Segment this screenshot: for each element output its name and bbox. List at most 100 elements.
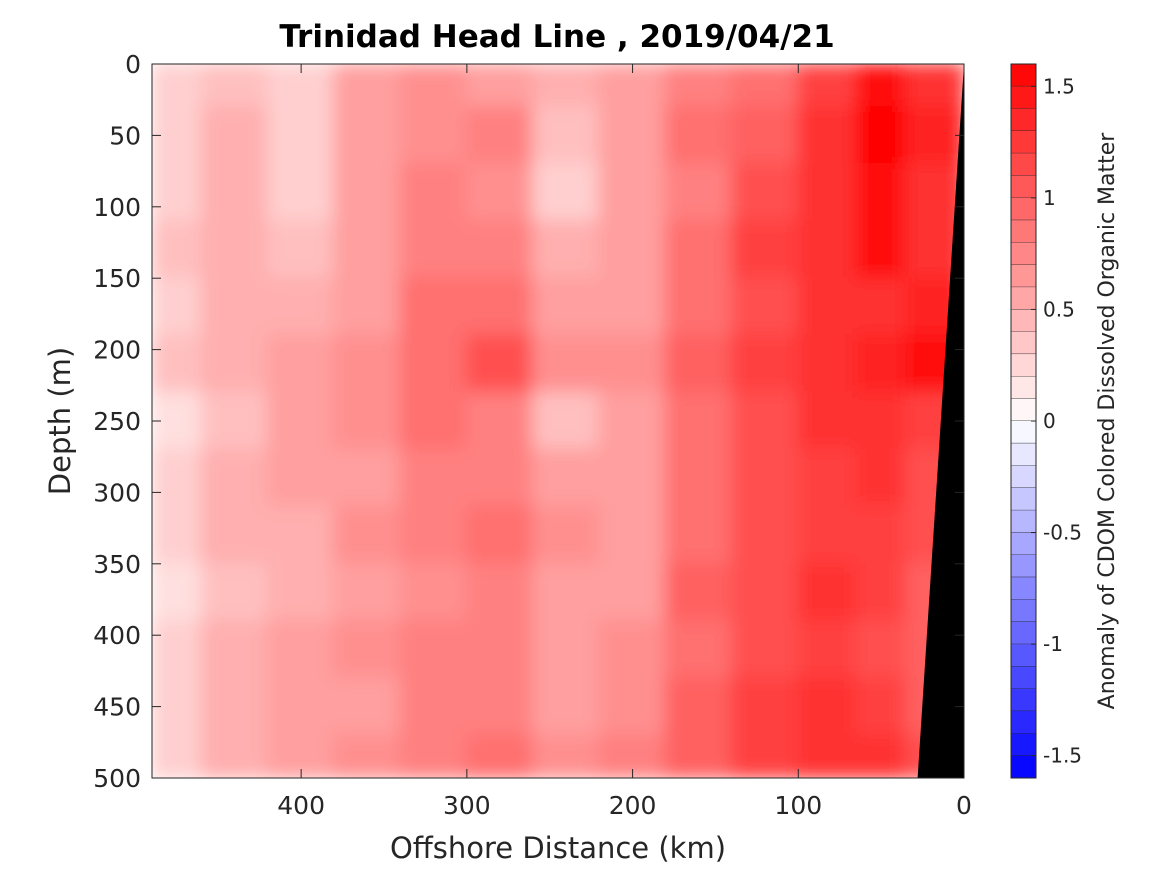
heatmap-cell: [465, 162, 535, 223]
heatmap-cell: [664, 734, 733, 778]
heatmap-cell: [465, 277, 535, 337]
heatmap-cell: [200, 334, 269, 394]
heatmap-cell: [465, 105, 535, 165]
heatmap-cell: [598, 277, 667, 337]
heatmap-cell: [399, 448, 468, 508]
heatmap-cell: [532, 448, 601, 508]
heatmap-cell: [399, 64, 468, 108]
heatmap-cell: [797, 562, 858, 622]
heatmap-cell: [465, 448, 535, 508]
colorbar-segment: [1011, 398, 1036, 422]
heatmap-cell: [731, 391, 800, 451]
heatmap-cell: [532, 505, 601, 565]
heatmap-cell: [465, 505, 535, 565]
heatmap-cell: [333, 505, 402, 565]
heatmap-cell: [267, 562, 336, 622]
heatmap-cell: [333, 677, 402, 737]
heatmap-cell: [152, 334, 203, 394]
heatmap-cell: [797, 162, 858, 223]
heatmap-cell: [598, 677, 667, 737]
heatmap-cell: [267, 277, 336, 337]
heatmap-cell: [797, 64, 858, 108]
heatmap-cell: [465, 334, 535, 394]
heatmap-cell: [598, 105, 667, 165]
colorbar-tick-label: 1: [1043, 186, 1056, 210]
heatmap-cell: [598, 505, 667, 565]
heatmap-cell: [532, 734, 601, 778]
heatmap-cell: [399, 505, 468, 565]
heatmap-cell: [731, 162, 800, 223]
colorbar-segment: [1011, 309, 1036, 333]
y-tick-label: 0: [125, 50, 141, 79]
heatmap-cell: [664, 619, 733, 680]
heatmap-cell: [333, 619, 402, 680]
heatmap-cell: [905, 162, 964, 223]
chart-title: Trinidad Head Line , 2019/04/21: [279, 19, 834, 55]
heatmap-cell: [797, 334, 858, 394]
heatmap-cell: [200, 448, 269, 508]
heatmap-cell: [465, 677, 535, 737]
heatmap-cell: [664, 562, 733, 622]
colorbar-segment: [1011, 331, 1036, 355]
heatmap-cell: [731, 562, 800, 622]
colorbar-segment: [1011, 532, 1036, 556]
heatmap-cell: [333, 220, 402, 280]
heatmap-cell: [905, 105, 964, 165]
colorbar-segment: [1011, 376, 1036, 400]
colorbar-segment: [1011, 354, 1036, 377]
heatmap-cell: [532, 391, 601, 451]
colorbar-segment: [1011, 287, 1036, 310]
heatmap-field: [152, 64, 964, 778]
colorbar-segment: [1011, 711, 1036, 734]
heatmap-cell: [797, 505, 858, 565]
heatmap-cell: [200, 619, 269, 680]
heatmap-cell: [731, 334, 800, 394]
heatmap-cell: [333, 448, 402, 508]
colorbar-segment: [1011, 108, 1036, 132]
x-tick-label: 400: [277, 791, 325, 820]
x-tick-label: 100: [774, 791, 822, 820]
heatmap-cell: [731, 448, 800, 508]
y-tick-label: 50: [109, 121, 141, 150]
heatmap-cell: [333, 105, 402, 165]
bathymetry-mask: [917, 64, 964, 778]
colorbar-segment: [1011, 688, 1036, 712]
heatmap-cell: [855, 734, 907, 778]
colorbar-tick-label: -1.5: [1043, 744, 1082, 768]
y-axis-label: Depth (m): [43, 347, 77, 495]
heatmap-cell: [267, 105, 336, 165]
x-tick-label: 300: [443, 791, 491, 820]
heatmap-cell: [532, 619, 601, 680]
y-tick-label: 200: [93, 336, 141, 365]
heatmap-cell: [465, 220, 535, 280]
colorbar-segment: [1011, 577, 1036, 600]
heatmap-cell: [267, 619, 336, 680]
heatmap-cell: [731, 277, 800, 337]
heatmap-cell: [855, 562, 907, 622]
heatmap-cell: [267, 391, 336, 451]
colorbar-segment: [1011, 644, 1036, 667]
heatmap-cell: [855, 334, 907, 394]
heatmap-cell: [200, 562, 269, 622]
heatmap-cell: [532, 64, 601, 108]
colorbar-segment: [1011, 242, 1036, 266]
heatmap-cell: [664, 677, 733, 737]
heatmap-cell: [399, 220, 468, 280]
colorbar-segment: [1011, 510, 1036, 534]
heatmap-cell: [532, 277, 601, 337]
heatmap-cell: [664, 391, 733, 451]
colorbar-segment: [1011, 621, 1036, 645]
x-axis: 400 300 200 100 0: [277, 64, 972, 820]
heatmap-cell: [465, 619, 535, 680]
colorbar-tick-label: -1: [1043, 632, 1063, 656]
heatmap-cell: [797, 277, 858, 337]
colorbar-segment: [1011, 64, 1036, 87]
colorbar-segment: [1011, 175, 1036, 199]
heatmap-cell: [200, 505, 269, 565]
heatmap-cell: [152, 64, 203, 108]
heatmap-cell: [855, 105, 907, 165]
heatmap-cell: [399, 391, 468, 451]
heatmap-cell: [152, 448, 203, 508]
heatmap-cell: [731, 619, 800, 680]
heatmap-cell: [598, 334, 667, 394]
